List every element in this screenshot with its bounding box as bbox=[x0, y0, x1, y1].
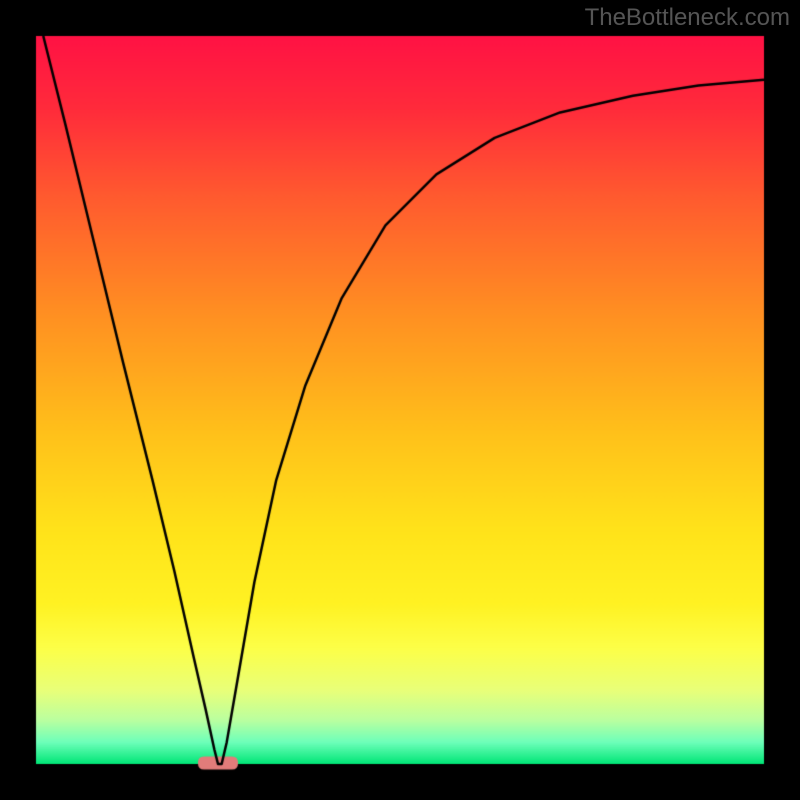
chart-container: TheBottleneck.com bbox=[0, 0, 800, 800]
bottleneck-curve-chart bbox=[0, 0, 800, 800]
